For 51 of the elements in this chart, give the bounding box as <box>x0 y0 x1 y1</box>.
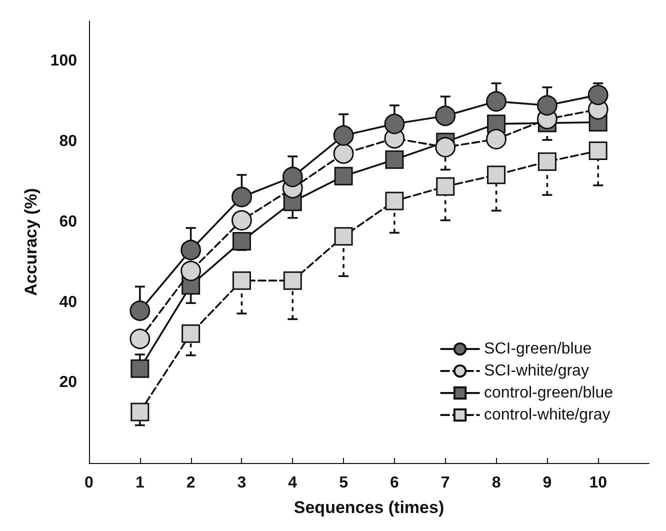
y-tick-label: 40 <box>59 294 78 311</box>
y-tick-label: 100 <box>50 52 78 70</box>
x-axis-title: Sequences (times) <box>294 498 444 517</box>
legend-label: SCI-white/gray <box>484 362 589 380</box>
point <box>536 95 558 116</box>
x-tick-label: 6 <box>390 474 399 492</box>
point <box>283 271 302 290</box>
x-tick-label: 7 <box>440 474 450 492</box>
point <box>385 150 404 169</box>
point <box>180 260 202 282</box>
point <box>435 136 456 158</box>
y-tick-label: 80 <box>59 133 78 150</box>
point <box>334 227 353 246</box>
legend-label: SCI-green/blue <box>484 340 592 358</box>
y-tick-label: 60 <box>59 213 78 230</box>
point <box>436 177 455 196</box>
point <box>182 324 200 343</box>
point <box>334 166 353 186</box>
point <box>385 192 404 210</box>
point <box>180 240 202 260</box>
point <box>333 143 354 164</box>
x-tick-label: 5 <box>339 474 348 492</box>
point <box>435 106 456 126</box>
point <box>282 166 303 188</box>
x-tick-label: 8 <box>492 474 501 492</box>
x-tick-label: 3 <box>237 474 246 492</box>
point <box>486 91 507 112</box>
point <box>231 210 252 231</box>
point <box>130 300 150 321</box>
x-tick-label: 2 <box>186 474 196 492</box>
legend-label: control-green/blue <box>484 384 614 402</box>
y-axis-title: Accuracy (%) <box>21 188 40 296</box>
legend-label: control-white/gray <box>484 406 610 424</box>
point <box>130 359 150 378</box>
y-tick-label: 20 <box>59 374 78 392</box>
point <box>487 166 506 184</box>
point <box>231 186 252 208</box>
point <box>232 271 251 290</box>
x-tick-label: 9 <box>542 474 552 492</box>
point <box>384 114 405 134</box>
point <box>486 128 507 150</box>
x-tick-label: 1 <box>135 474 144 492</box>
x-tick-label: 4 <box>288 474 298 492</box>
x-tick-label: 0 <box>84 474 94 492</box>
point <box>588 142 608 160</box>
point <box>130 402 150 422</box>
point <box>538 152 556 171</box>
point <box>232 232 251 250</box>
point <box>333 125 354 146</box>
point <box>130 328 150 350</box>
x-tick-label: 10 <box>589 474 608 492</box>
